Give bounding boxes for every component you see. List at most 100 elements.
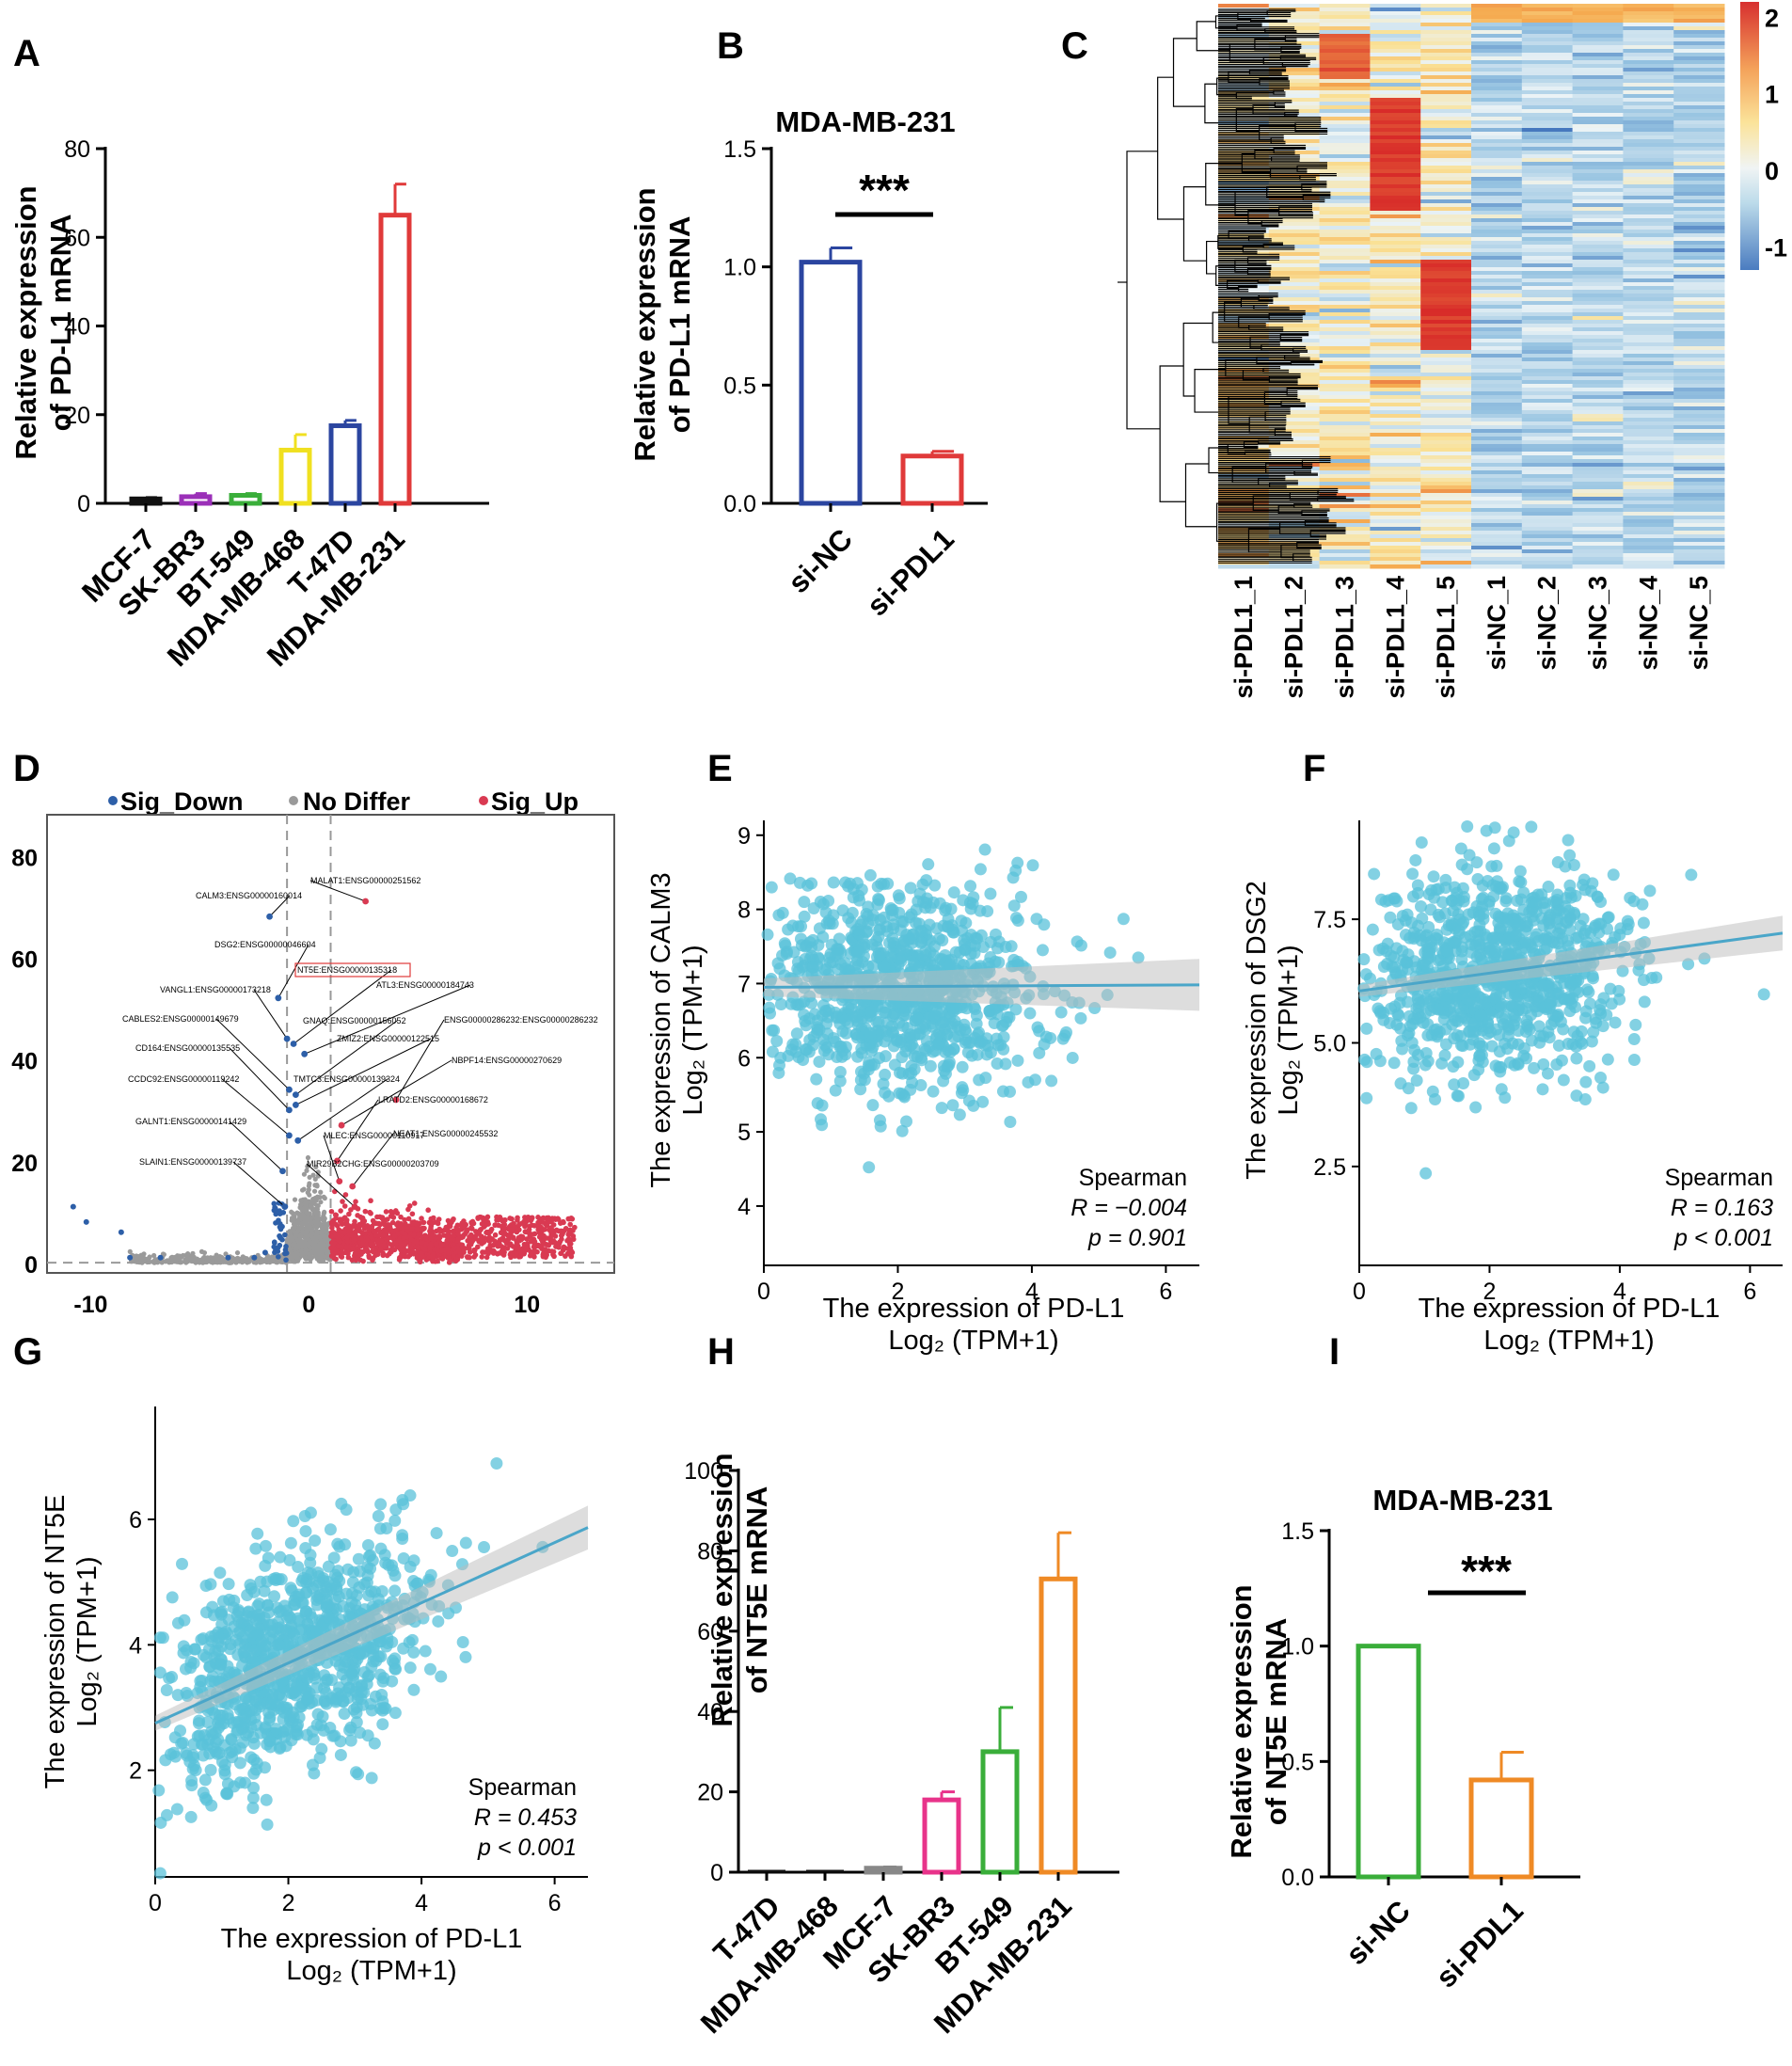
heatmap-cell [1623, 41, 1674, 46]
panel-G-ylabel-1: The expression of NT5E [40, 1495, 71, 1789]
heatmap-cell [1623, 56, 1674, 61]
volcano-point-up [332, 1188, 338, 1195]
heatmap-cell [1370, 519, 1421, 524]
heatmap-cell [1673, 418, 1725, 422]
heatmap-cell [1673, 414, 1725, 419]
heatmap-cell [1521, 463, 1574, 468]
heatmap-cell [1572, 557, 1624, 562]
volcano-point-up [450, 1232, 456, 1239]
volcano-point-nodiff [299, 1225, 305, 1231]
heatmap-cell [1623, 241, 1674, 246]
heatmap-cell [1521, 124, 1574, 129]
heatmap-cell [1420, 135, 1472, 140]
heatmap-cell [1521, 49, 1574, 54]
heatmap-cell [1471, 230, 1523, 234]
heatmap-cell [1521, 154, 1574, 159]
heatmap-cell [1370, 75, 1421, 80]
heatmap-cell [1623, 98, 1674, 103]
heatmap-cell [1471, 429, 1523, 434]
heatmap-cell [1623, 34, 1674, 39]
volcano-point-up [337, 1218, 343, 1225]
heatmap-cell [1471, 245, 1523, 249]
heatmap-cell [1420, 267, 1472, 272]
volcano-point-up [567, 1245, 574, 1251]
volcano-point-up [405, 1216, 412, 1222]
panel-B-bar [900, 453, 964, 506]
heatmap-cell [1521, 489, 1574, 494]
volcano-point-up [536, 1233, 543, 1240]
heatmap-cell [1673, 128, 1725, 133]
heatmap-cell [1572, 342, 1624, 347]
heatmap-cell [1572, 256, 1624, 261]
volcano-point-up [492, 1222, 499, 1228]
heatmap-cell [1521, 147, 1574, 151]
heatmap-cell [1521, 414, 1574, 419]
volcano-point-up [501, 1221, 508, 1228]
heatmap-cell [1572, 467, 1624, 471]
heatmap-cell [1521, 196, 1574, 200]
volcano-point-up [492, 1232, 499, 1238]
heatmap-cell [1623, 23, 1674, 27]
volcano-point-up [508, 1250, 514, 1256]
heatmap-cell [1673, 11, 1725, 16]
volcano-point-up [370, 1248, 376, 1255]
heatmap-cell [1673, 184, 1725, 189]
heatmap-cell [1319, 30, 1371, 35]
heatmap-cell [1572, 493, 1624, 498]
heatmap-cell [1420, 233, 1472, 238]
heatmap-cell [1370, 549, 1421, 554]
panel-E-ytick-label: 4 [737, 1194, 751, 1220]
heatmap-cell [1471, 199, 1523, 204]
heatmap-cell [1471, 346, 1523, 351]
volcano-labeled-point [362, 898, 370, 905]
heatmap-cell [1268, 406, 1321, 411]
heatmap-cell [1623, 421, 1674, 426]
heatmap-cell [1673, 335, 1725, 340]
heatmap-cell [1521, 181, 1574, 185]
panel-label-I: I [1329, 1331, 1340, 1373]
heatmap-cell [1521, 19, 1574, 24]
heatmap-cell [1673, 248, 1725, 253]
panel-A-ylabel-2: of PD-L1 mRNA [44, 215, 77, 432]
heatmap-cell [1268, 11, 1321, 16]
heatmap-cell [1268, 275, 1321, 279]
heatmap-cell [1319, 222, 1371, 227]
panel-F-ylabel: The expression of DSG2 Log₂ (TPM+1) [1242, 881, 1304, 1180]
volcano-gene-label: CD164:ENSG00000135535 [135, 1043, 240, 1053]
heatmap-cell [1319, 561, 1371, 565]
heatmap-cell [1268, 410, 1321, 415]
heatmap-cell [1623, 512, 1674, 516]
heatmap-cell [1623, 467, 1674, 471]
heatmap-cell [1521, 286, 1574, 291]
volcano-point-up [461, 1225, 468, 1231]
heatmap-cell [1572, 181, 1624, 185]
heatmap-cell [1268, 546, 1321, 550]
volcano-point-up [458, 1253, 465, 1259]
heatmap-cell [1673, 181, 1725, 185]
heatmap-cell [1572, 523, 1624, 528]
panel-H-ytick-label: 20 [697, 1780, 723, 1806]
heatmap-cell [1572, 38, 1624, 42]
volcano-point-up [555, 1216, 562, 1222]
heatmap-cell [1623, 256, 1674, 261]
heatmap-cell [1319, 184, 1371, 189]
heatmap-cell [1521, 192, 1574, 197]
heatmap-cell [1420, 489, 1472, 494]
panel-E-ytick-label: 5 [737, 1120, 751, 1146]
heatmap-cell [1623, 83, 1674, 87]
heatmap-cell [1673, 546, 1725, 550]
heatmap-cell [1623, 403, 1674, 407]
heatmap-cell [1623, 233, 1674, 238]
heatmap-cell [1420, 154, 1472, 159]
panel-I-ytick-label: 1.5 [1281, 1518, 1314, 1545]
heatmap-cell [1370, 98, 1421, 103]
heatmap-cell [1572, 173, 1624, 178]
heatmap-cell [1319, 109, 1371, 114]
dendrogram-branch [1205, 163, 1243, 206]
volcano-point-nodiff [239, 1256, 245, 1263]
heatmap-cell [1623, 365, 1674, 370]
panel-E-ytick-label: 9 [737, 823, 751, 850]
heatmap-cell [1673, 173, 1725, 178]
heatmap-cell [1521, 523, 1574, 528]
heatmap-cell [1420, 26, 1472, 31]
